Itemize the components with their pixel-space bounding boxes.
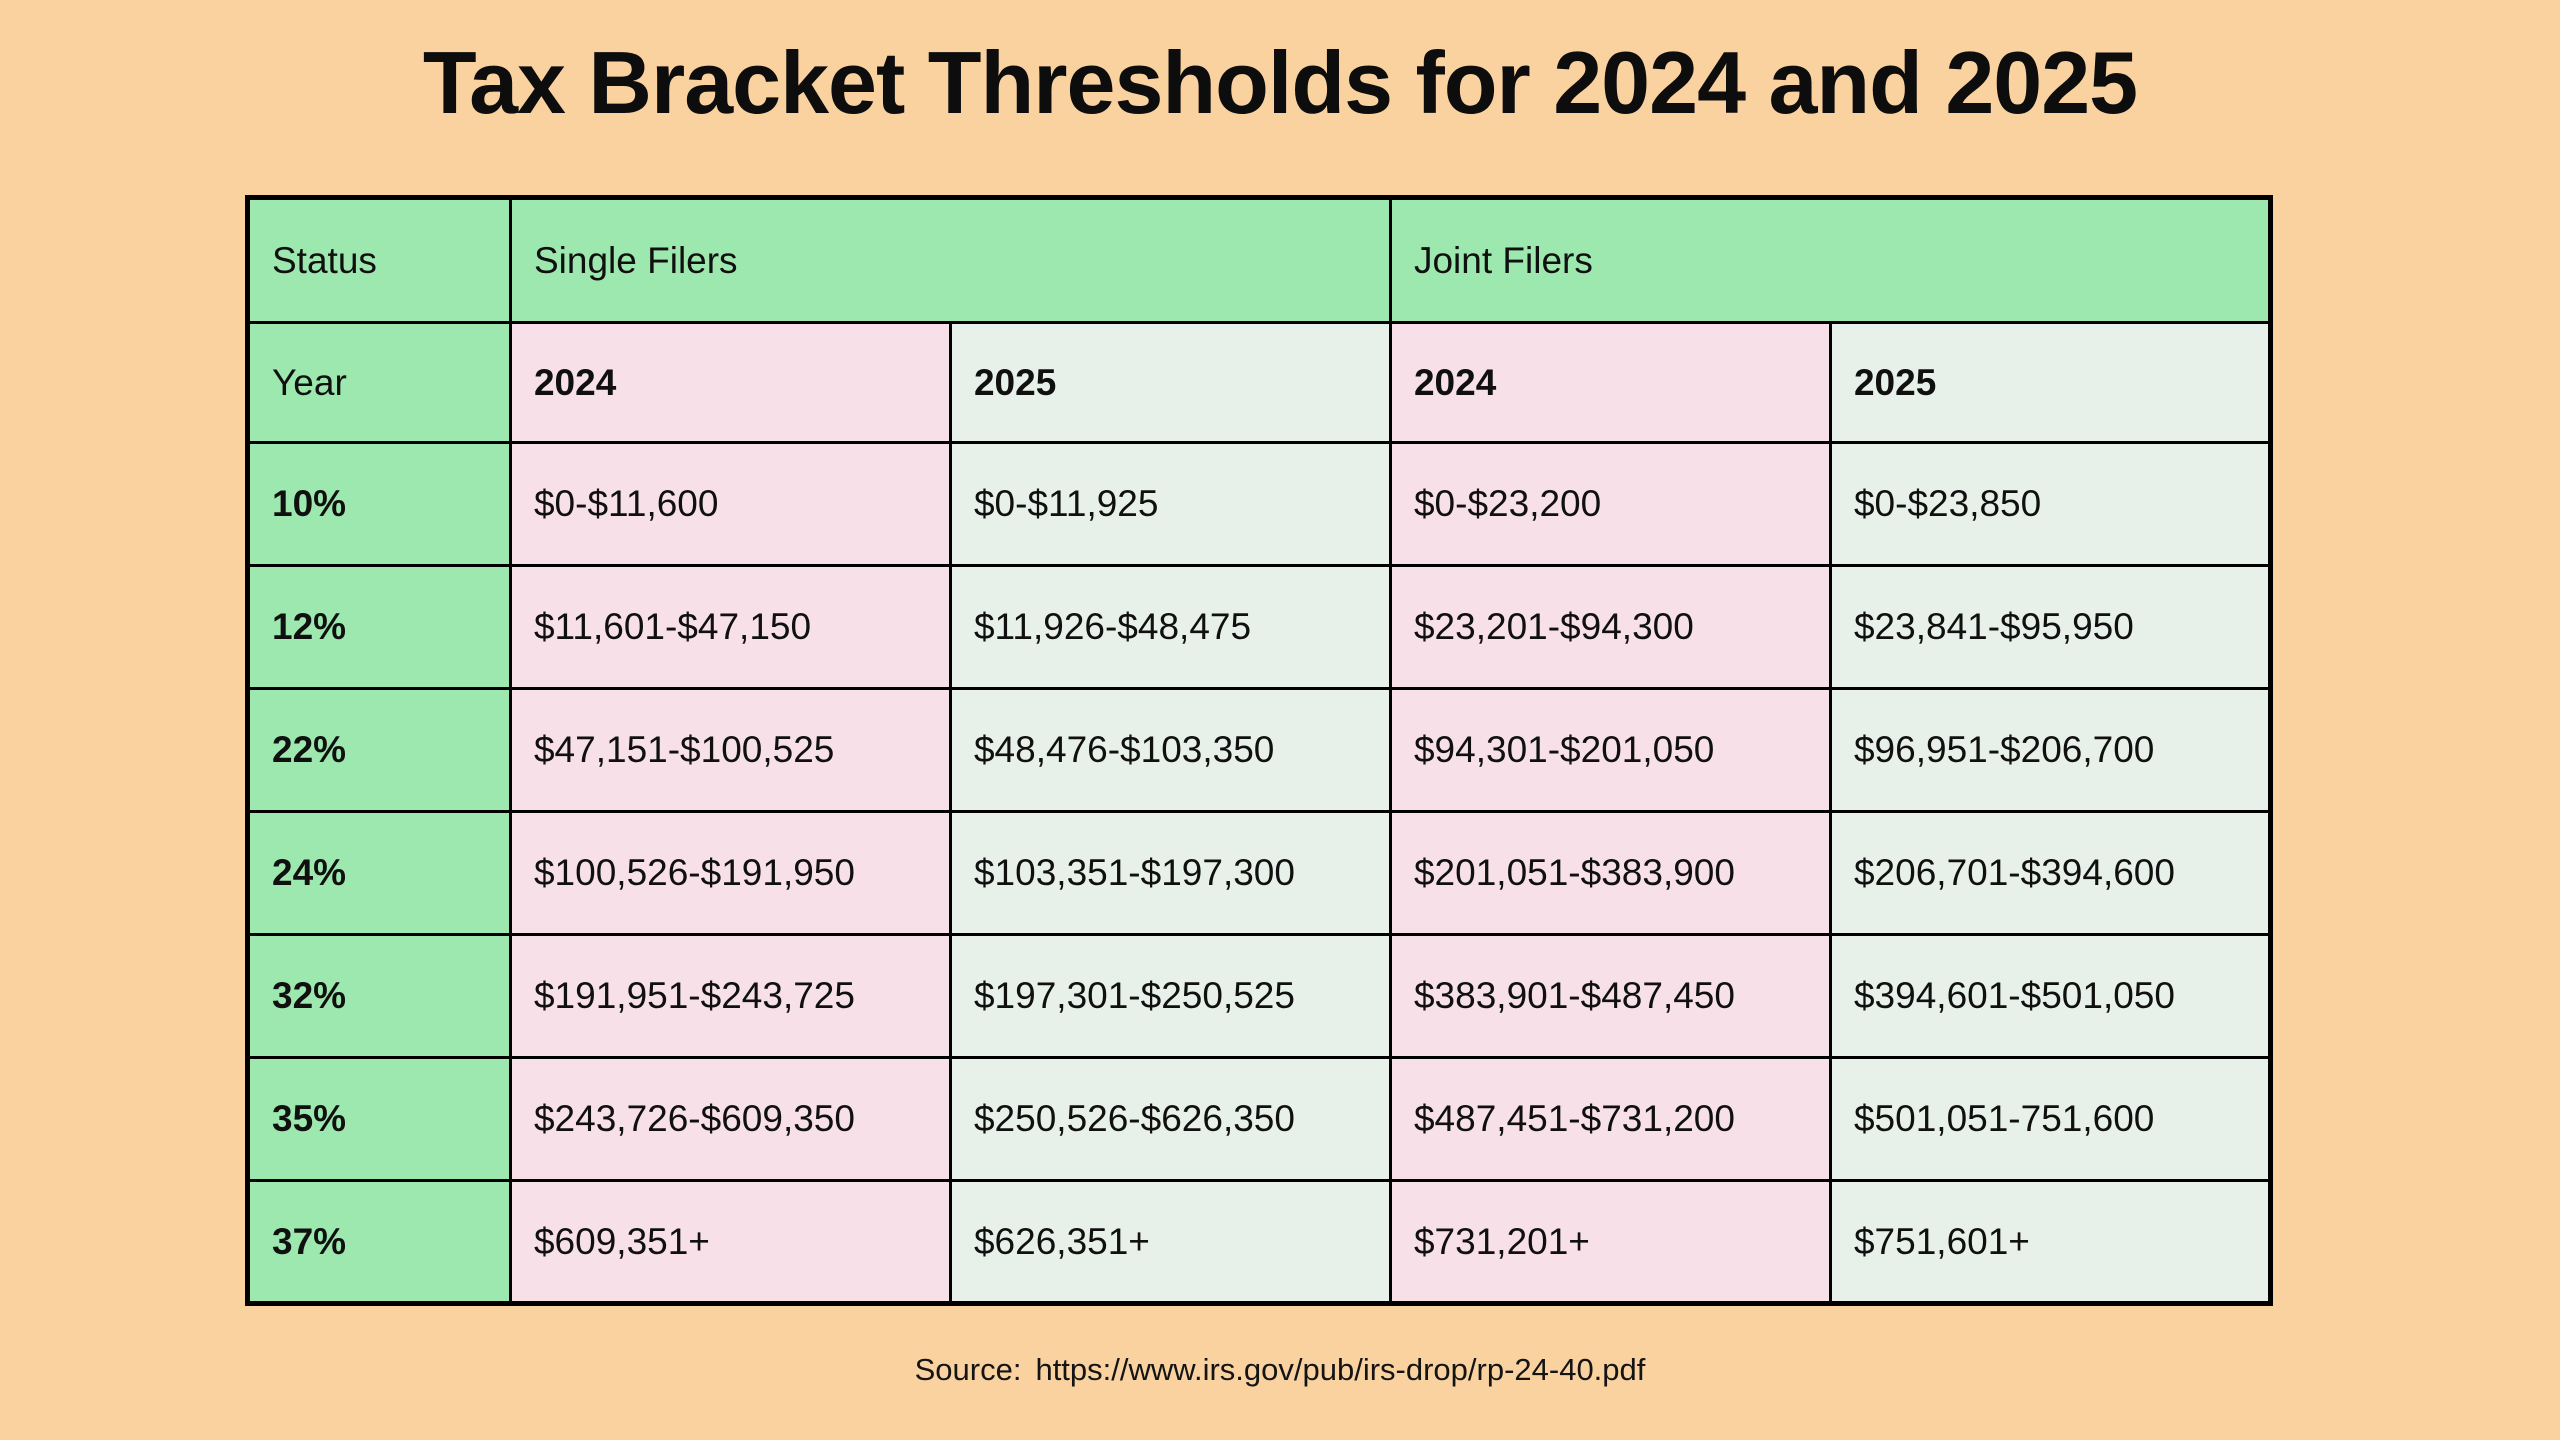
threshold-cell: $11,601-$47,150 <box>508 564 952 690</box>
table-row: 35% $243,726-$609,350 $250,526-$626,350 … <box>246 1056 2273 1182</box>
threshold-cell: $0-$23,850 <box>1828 441 2273 567</box>
threshold-cell: $47,151-$100,525 <box>508 687 952 813</box>
rate-cell: 22% <box>246 687 512 813</box>
rate-cell: 35% <box>246 1056 512 1182</box>
threshold-cell: $100,526-$191,950 <box>508 810 952 936</box>
threshold-cell: $243,726-$609,350 <box>508 1056 952 1182</box>
page-title: Tax Bracket Thresholds for 2024 and 2025 <box>422 33 2138 132</box>
rate-cell: 32% <box>246 933 512 1059</box>
year-cell-joint-2024: 2024 <box>1388 321 1832 444</box>
threshold-cell: $0-$11,925 <box>948 441 1392 567</box>
threshold-cell: $394,601-$501,050 <box>1828 933 2273 1059</box>
threshold-cell: $383,901-$487,450 <box>1388 933 1832 1059</box>
threshold-cell: $250,526-$626,350 <box>948 1056 1392 1182</box>
threshold-cell: $197,301-$250,525 <box>948 933 1392 1059</box>
table-row: 24% $100,526-$191,950 $103,351-$197,300 … <box>246 810 2273 936</box>
threshold-cell: $191,951-$243,725 <box>508 933 952 1059</box>
threshold-cell: $0-$11,600 <box>508 441 952 567</box>
rate-cell: 24% <box>246 810 512 936</box>
threshold-cell: $501,051-751,600 <box>1828 1056 2273 1182</box>
rate-cell: 10% <box>246 441 512 567</box>
table-row: 10% $0-$11,600 $0-$11,925 $0-$23,200 $0-… <box>246 441 2273 567</box>
threshold-cell: $23,201-$94,300 <box>1388 564 1832 690</box>
table-row: 32% $191,951-$243,725 $197,301-$250,525 … <box>246 933 2273 1059</box>
threshold-cell: $94,301-$201,050 <box>1388 687 1832 813</box>
year-cell-single-2025: 2025 <box>948 321 1392 444</box>
threshold-cell: $96,951-$206,700 <box>1828 687 2273 813</box>
table-row: 12% $11,601-$47,150 $11,926-$48,475 $23,… <box>246 564 2273 690</box>
rate-cell: 37% <box>246 1179 512 1305</box>
tax-bracket-table: Status Single Filers Joint Filers Year 2… <box>245 195 2273 1306</box>
threshold-cell: $731,201+ <box>1388 1179 1832 1305</box>
threshold-cell: $103,351-$197,300 <box>948 810 1392 936</box>
threshold-cell: $609,351+ <box>508 1179 952 1305</box>
source-url: https://www.irs.gov/pub/irs-drop/rp-24-4… <box>1035 1352 1646 1387</box>
joint-filers-header-cell: Joint Filers <box>1388 196 2273 324</box>
threshold-cell: $751,601+ <box>1828 1179 2273 1305</box>
table-header-row: Status Single Filers Joint Filers <box>246 196 2273 324</box>
year-cell-joint-2025: 2025 <box>1828 321 2273 444</box>
year-label-cell: Year <box>246 321 512 444</box>
threshold-cell: $48,476-$103,350 <box>948 687 1392 813</box>
threshold-cell: $23,841-$95,950 <box>1828 564 2273 690</box>
status-header-cell: Status <box>246 196 512 324</box>
table-row: 37% $609,351+ $626,351+ $731,201+ $751,6… <box>246 1179 2273 1305</box>
source-label: Source: <box>914 1352 1022 1387</box>
threshold-cell: $0-$23,200 <box>1388 441 1832 567</box>
year-header-row: Year 2024 2025 2024 2025 <box>246 321 2273 444</box>
source-line: Source: https://www.irs.gov/pub/irs-drop/… <box>0 1352 2560 1388</box>
table-row: 22% $47,151-$100,525 $48,476-$103,350 $9… <box>246 687 2273 813</box>
year-cell-single-2024: 2024 <box>508 321 952 444</box>
threshold-cell: $11,926-$48,475 <box>948 564 1392 690</box>
threshold-cell: $626,351+ <box>948 1179 1392 1305</box>
threshold-cell: $206,701-$394,600 <box>1828 810 2273 936</box>
threshold-cell: $201,051-$383,900 <box>1388 810 1832 936</box>
rate-cell: 12% <box>246 564 512 690</box>
single-filers-header-cell: Single Filers <box>508 196 1392 324</box>
threshold-cell: $487,451-$731,200 <box>1388 1056 1832 1182</box>
